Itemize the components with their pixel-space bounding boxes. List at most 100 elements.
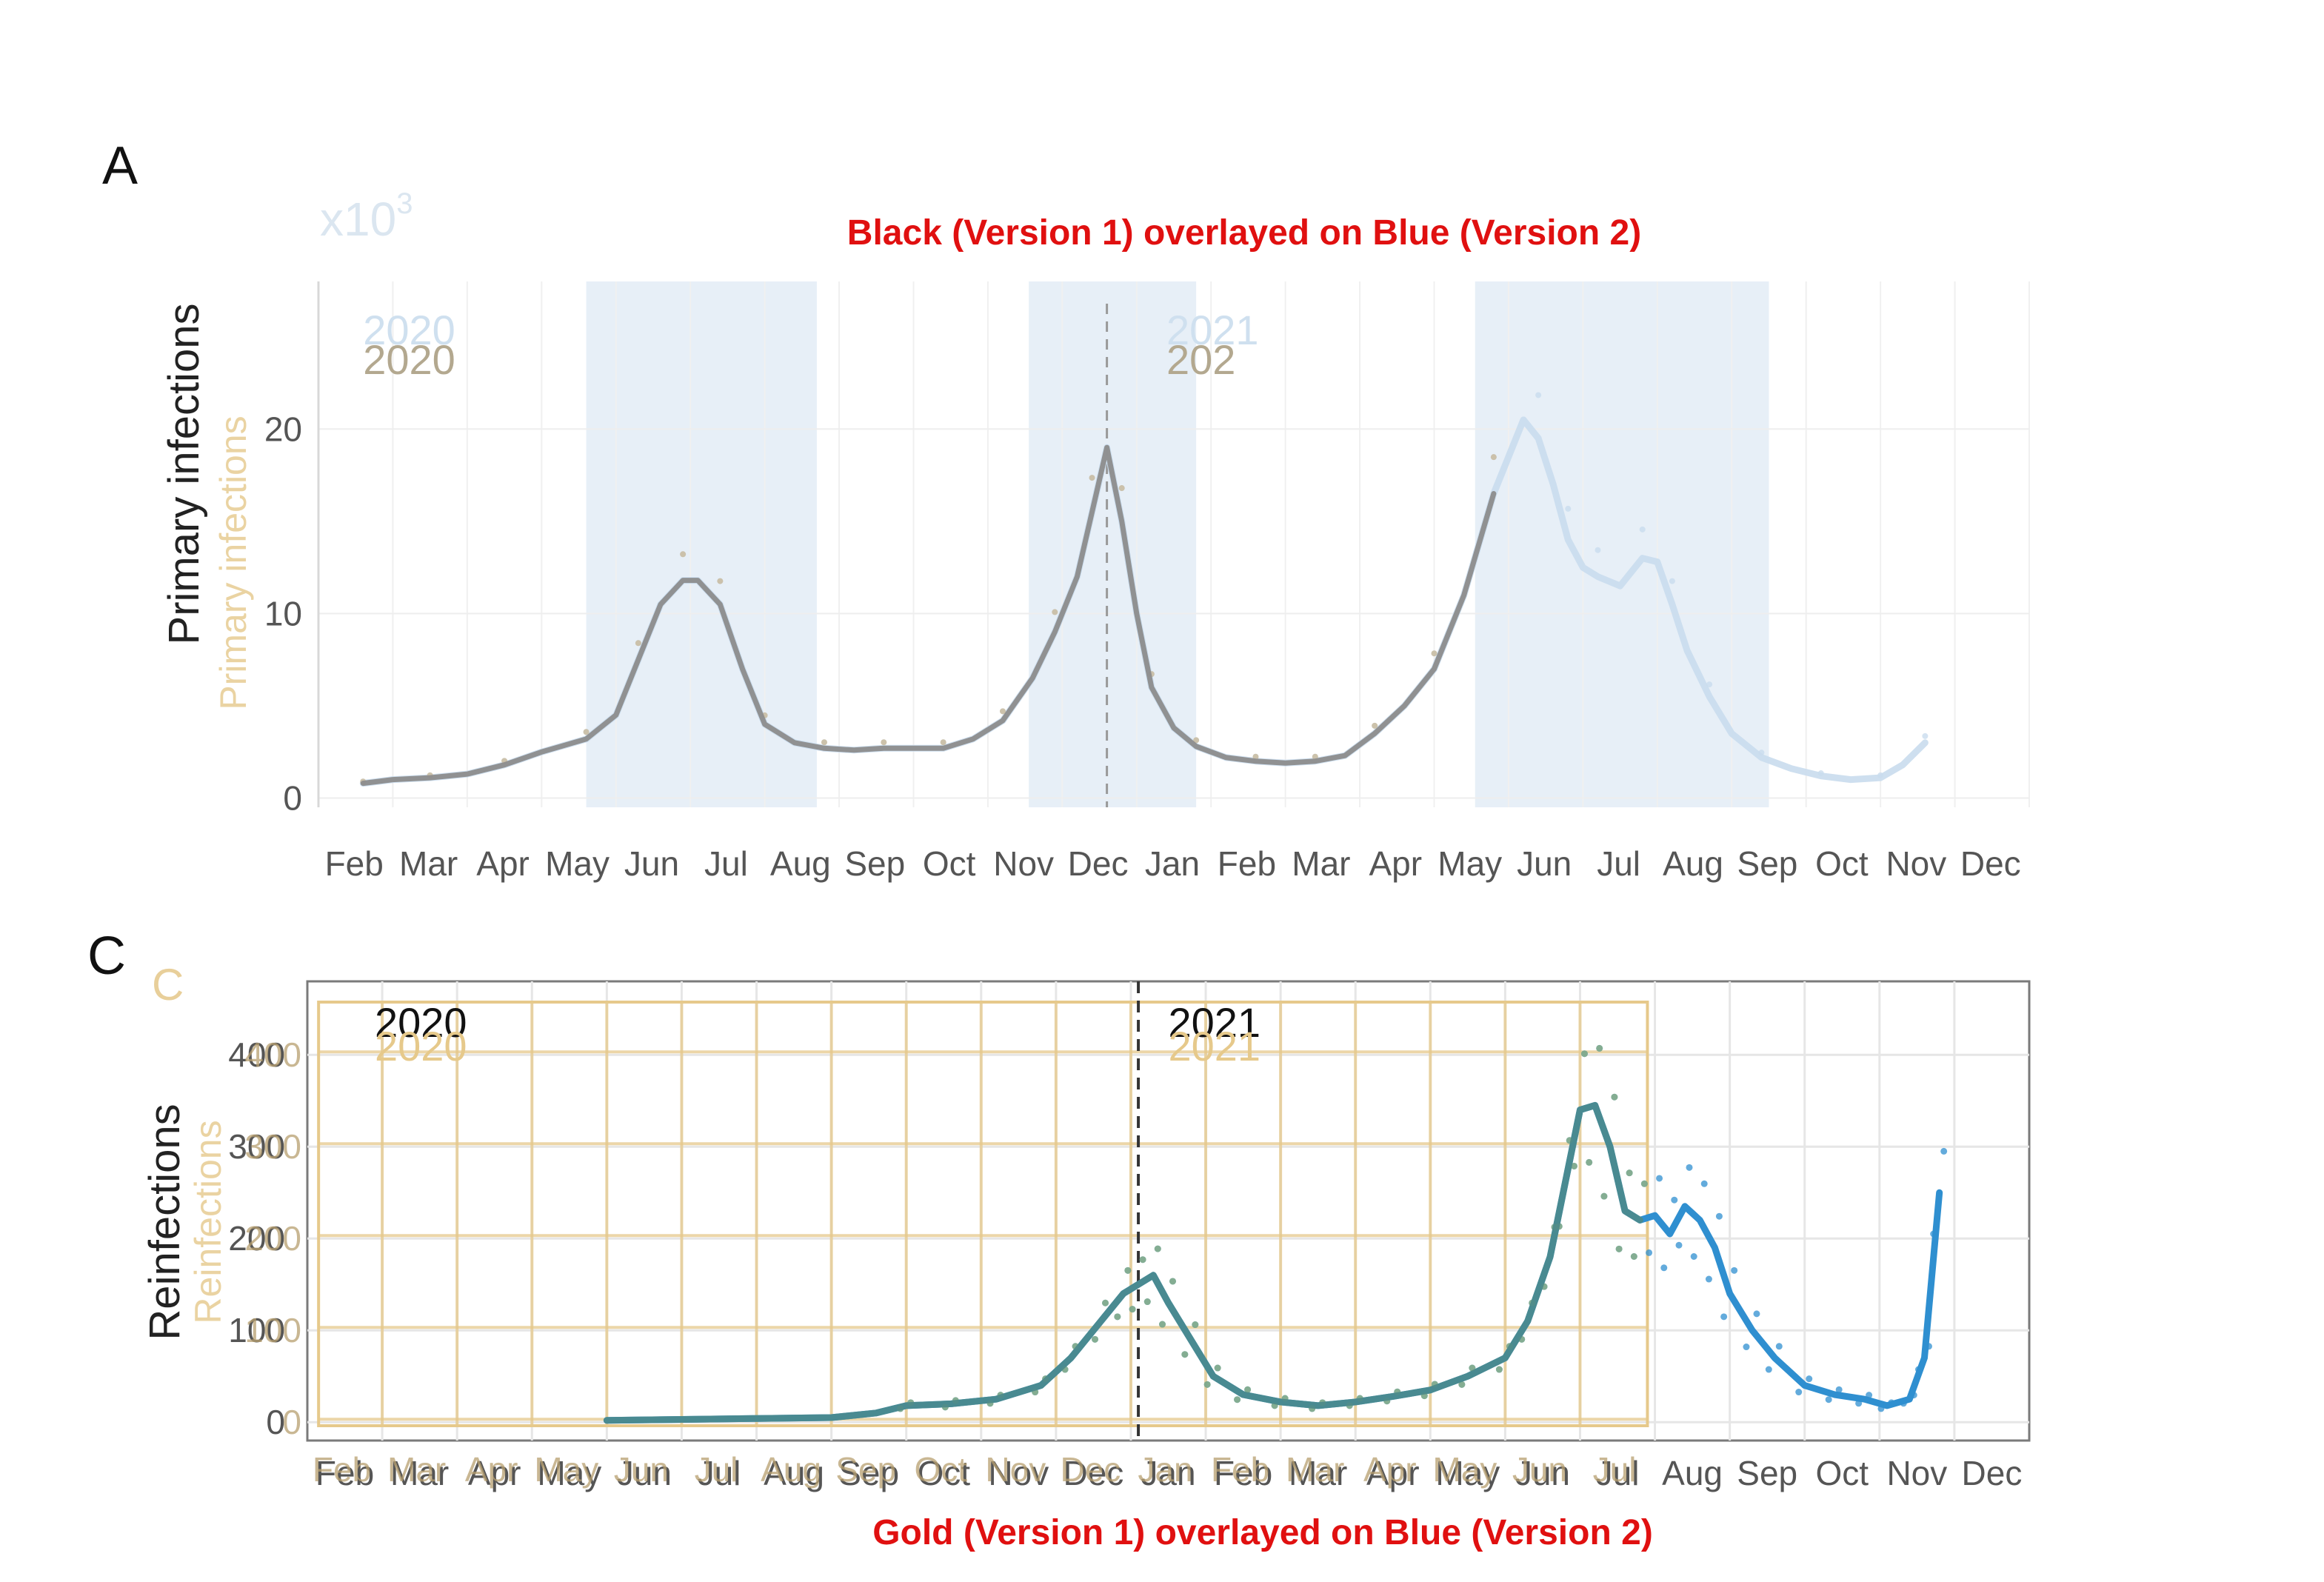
series-0-point-50 [1639, 526, 1646, 533]
x-tick-15: May [1438, 844, 1502, 883]
series-1-point-24 [1052, 609, 1058, 615]
y-tick-ghost-0: 0 [282, 1403, 301, 1441]
x-tick-11: Jan [1145, 844, 1200, 883]
y-tick-ghost-1: 100 [244, 1311, 301, 1349]
x-tick-16: Jun [1517, 844, 1572, 883]
series-0-point-48 [1595, 547, 1601, 553]
x-tick-6: Aug [770, 844, 831, 883]
y-tick-ghost-2: 200 [244, 1219, 301, 1258]
x-tick-21: Nov [1886, 1454, 1947, 1492]
series-0-point-38 [1731, 1266, 1738, 1274]
series-0-point-33 [1656, 1175, 1663, 1182]
series-1-point-16 [821, 739, 827, 746]
x-tick-ghost-12: Feb [1211, 1450, 1269, 1489]
x-tick-3: May [537, 1454, 601, 1492]
x-tick-1: Mar [390, 1454, 449, 1492]
x-tick-9: Nov [993, 844, 1054, 883]
caption-bottom: Gold (Version 1) overlayed on Blue (Vers… [872, 1513, 1653, 1552]
series-0-point-low-34 [1660, 1264, 1668, 1272]
x-tick-2: Apr [476, 844, 530, 883]
series-0-point-36 [1700, 1180, 1708, 1187]
series-1-point-17 [1244, 1386, 1252, 1393]
series-lines [603, 1044, 1948, 1424]
series-0-point-low-40 [1765, 1366, 1772, 1373]
series-1-point-low-31 [1615, 1245, 1623, 1252]
series-1-point-low-28 [1570, 1162, 1577, 1169]
x-tick-14: Apr [1366, 1454, 1420, 1492]
series-line-1 [603, 1101, 1643, 1424]
series-0-point-low-42 [1825, 1396, 1832, 1404]
series-1-point-8 [635, 640, 641, 647]
x-tick-ghost-16: Jun [1512, 1450, 1567, 1489]
panel-a-label: A [102, 136, 138, 196]
x-tick-9: Nov [988, 1454, 1049, 1492]
series-1-point-16 [1214, 1364, 1221, 1372]
series-0-point-47 [1940, 1147, 1948, 1155]
series-1-point-38 [1372, 722, 1378, 729]
series-0-point-low-33 [1646, 1249, 1653, 1256]
x-tick-17: Jul [1597, 844, 1640, 883]
series-0-point-40 [1775, 1343, 1783, 1350]
x-tick-8: Oct [923, 844, 976, 883]
series-1-point-13 [1154, 1245, 1161, 1252]
series-1-point-28 [1580, 1050, 1588, 1058]
series-1-point-14 [1169, 1278, 1176, 1285]
x-tick-22: Dec [1962, 1454, 2023, 1492]
series-1-point-low-10 [1092, 1335, 1099, 1343]
series-1-point-26 [1089, 475, 1095, 481]
series-1-point-31 [1626, 1169, 1633, 1177]
series-0-point-low-35 [1675, 1241, 1683, 1249]
series-0-point-42 [1835, 1386, 1843, 1393]
x-tick-3: May [545, 844, 610, 883]
x-tick-ghost-1: Mar [387, 1450, 446, 1489]
x-tick-14: Apr [1369, 844, 1423, 883]
y-tick-3: 300 [228, 1127, 285, 1166]
series-1-point-low-29 [1586, 1158, 1593, 1166]
multiplier-base: x10 [320, 193, 396, 246]
x-tick-8: Oct [917, 1454, 970, 1492]
y-tick-4: 400 [228, 1035, 285, 1074]
series-lines [359, 392, 1929, 787]
series-0-point-39 [1753, 1310, 1760, 1318]
series-1-point-32 [1640, 1180, 1648, 1187]
multiplier-label: x103 [320, 187, 413, 246]
x-tick-18: Aug [1662, 1454, 1723, 1492]
series-1-point-12 [717, 578, 724, 584]
x-tick-ghost-7: Sep [835, 1450, 896, 1489]
y-axis-label: Reinfections [141, 1104, 189, 1340]
y-tick-1: 10 [264, 594, 302, 633]
x-tick-0: Feb [315, 1454, 374, 1492]
y-tick-ghost-3: 300 [244, 1127, 301, 1166]
series-1-point-15 [1192, 1321, 1199, 1329]
y-tick-2: 200 [228, 1219, 285, 1258]
y-tick-1: 100 [228, 1311, 285, 1349]
x-tick-ghost-11: Jan [1138, 1450, 1192, 1489]
x-tick-5: Jul [698, 1454, 741, 1492]
series-0-point-62 [1922, 732, 1929, 739]
y-axis-label: Primary infections [160, 304, 208, 645]
year-label-3: 202 [1166, 336, 1235, 383]
y-tick-2: 20 [264, 410, 302, 448]
y-axis-label-ghost: Reinfections [187, 1120, 229, 1324]
x-tick-19: Sep [1737, 1454, 1797, 1492]
series-1-point-40 [1431, 650, 1438, 657]
y-tick-ghost-4: 400 [244, 1035, 301, 1074]
series-1-point-6 [583, 729, 590, 735]
x-tick-ghost-3: May [534, 1450, 598, 1489]
series-1-point-10 [680, 551, 687, 558]
series-1-point-29 [1596, 1044, 1603, 1052]
x-tick-13: Mar [1289, 1454, 1347, 1492]
version1-extent-frame [317, 1001, 1649, 1427]
series-0-point-35 [1686, 1164, 1693, 1171]
panel-c-ghost-label: C [152, 960, 184, 1009]
x-tick-15: May [1435, 1454, 1500, 1492]
caption-top: Black (Version 1) overlayed on Blue (Ver… [847, 213, 1641, 253]
grid-lines [317, 281, 2030, 807]
x-tick-ghost-10: Dec [1061, 1450, 1121, 1489]
x-tick-ghost-5: Jul [695, 1450, 738, 1489]
series-1-point-10 [1102, 1299, 1109, 1306]
